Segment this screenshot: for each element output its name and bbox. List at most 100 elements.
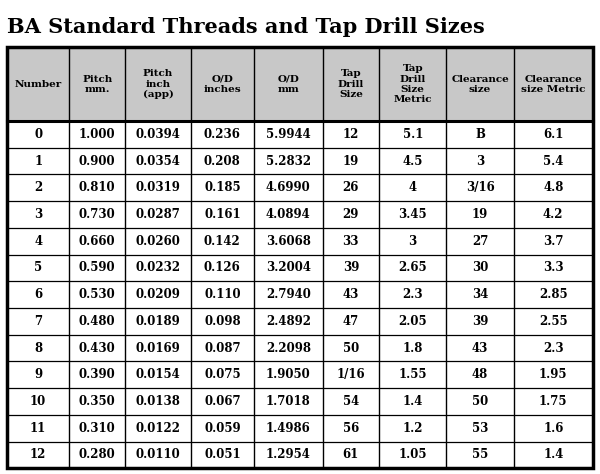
Text: 61: 61 — [343, 448, 359, 462]
Text: 2.05: 2.05 — [398, 315, 427, 328]
Text: 0.0122: 0.0122 — [136, 422, 181, 435]
Text: 0.0354: 0.0354 — [136, 155, 181, 168]
Bar — [7, 228, 593, 255]
Bar — [7, 47, 593, 121]
Text: 0.110: 0.110 — [204, 288, 241, 301]
Text: 1.2: 1.2 — [403, 422, 423, 435]
Text: 39: 39 — [343, 262, 359, 274]
Text: 0.059: 0.059 — [204, 422, 241, 435]
Text: 0.0209: 0.0209 — [136, 288, 181, 301]
Text: 3: 3 — [476, 155, 484, 168]
Text: 0.660: 0.660 — [79, 235, 116, 248]
Text: 0.0319: 0.0319 — [136, 182, 181, 194]
Text: 0.310: 0.310 — [79, 422, 116, 435]
Text: 12: 12 — [343, 128, 359, 141]
Text: 0.0260: 0.0260 — [136, 235, 181, 248]
Text: 0.430: 0.430 — [79, 342, 116, 355]
Text: 1/16: 1/16 — [337, 368, 365, 381]
Text: 54: 54 — [343, 395, 359, 408]
Text: 4.6990: 4.6990 — [266, 182, 311, 194]
Text: 5.2832: 5.2832 — [266, 155, 311, 168]
Text: 0.236: 0.236 — [204, 128, 241, 141]
Text: 3: 3 — [409, 235, 417, 248]
Text: B: B — [475, 128, 485, 141]
Bar — [7, 442, 593, 468]
Text: 29: 29 — [343, 208, 359, 221]
Text: 0.051: 0.051 — [204, 448, 241, 462]
Text: 0.280: 0.280 — [79, 448, 116, 462]
Text: 3.7: 3.7 — [543, 235, 563, 248]
Text: 48: 48 — [472, 368, 488, 381]
Text: 1.8: 1.8 — [403, 342, 423, 355]
Text: 0.098: 0.098 — [204, 315, 241, 328]
Text: 30: 30 — [472, 262, 488, 274]
Text: 0.0394: 0.0394 — [136, 128, 181, 141]
Text: 5: 5 — [34, 262, 42, 274]
Text: 4: 4 — [409, 182, 417, 194]
Text: 4.8: 4.8 — [543, 182, 563, 194]
Text: 19: 19 — [472, 208, 488, 221]
Text: Tap
Drill
Size
Metric: Tap Drill Size Metric — [394, 64, 432, 104]
Text: 5.9944: 5.9944 — [266, 128, 311, 141]
Text: 8: 8 — [34, 342, 42, 355]
Text: 4.2: 4.2 — [543, 208, 563, 221]
Text: 2.55: 2.55 — [539, 315, 568, 328]
Text: 50: 50 — [343, 342, 359, 355]
Text: Number: Number — [14, 80, 62, 89]
Text: 1.6: 1.6 — [543, 422, 563, 435]
Text: 19: 19 — [343, 155, 359, 168]
Bar — [7, 201, 593, 228]
Text: 2.3: 2.3 — [403, 288, 423, 301]
Bar — [7, 174, 593, 201]
Text: 1.05: 1.05 — [398, 448, 427, 462]
Text: 1.7018: 1.7018 — [266, 395, 311, 408]
Text: 0.126: 0.126 — [204, 262, 241, 274]
Text: 0.730: 0.730 — [79, 208, 116, 221]
Text: Pitch
mm.: Pitch mm. — [82, 74, 112, 94]
Text: 0.142: 0.142 — [204, 235, 241, 248]
Text: BA Standard Threads and Tap Drill Sizes: BA Standard Threads and Tap Drill Sizes — [7, 17, 485, 36]
Text: 2.4892: 2.4892 — [266, 315, 311, 328]
Text: 11: 11 — [30, 422, 46, 435]
Text: Clearance
size: Clearance size — [451, 74, 509, 94]
Text: 0.067: 0.067 — [204, 395, 241, 408]
Text: 34: 34 — [472, 288, 488, 301]
Text: O/D
mm: O/D mm — [277, 74, 299, 94]
Text: 4.5: 4.5 — [403, 155, 423, 168]
Text: 1.2954: 1.2954 — [266, 448, 311, 462]
Text: 0.0232: 0.0232 — [136, 262, 181, 274]
Bar — [7, 148, 593, 174]
Text: 50: 50 — [472, 395, 488, 408]
Text: Pitch
inch
(app): Pitch inch (app) — [143, 69, 173, 99]
Text: 5.1: 5.1 — [403, 128, 423, 141]
Text: 3: 3 — [34, 208, 42, 221]
Text: 3.45: 3.45 — [398, 208, 427, 221]
Text: 5.4: 5.4 — [543, 155, 563, 168]
Text: 0.530: 0.530 — [79, 288, 116, 301]
Text: 2.65: 2.65 — [398, 262, 427, 274]
Text: 0.810: 0.810 — [79, 182, 116, 194]
Text: 0.0138: 0.0138 — [136, 395, 181, 408]
Text: 3.6068: 3.6068 — [266, 235, 311, 248]
Text: 2.2098: 2.2098 — [266, 342, 311, 355]
Text: 1.000: 1.000 — [79, 128, 116, 141]
Text: 2.3: 2.3 — [543, 342, 563, 355]
Text: 0.350: 0.350 — [79, 395, 116, 408]
Text: 3.3: 3.3 — [543, 262, 563, 274]
Text: 12: 12 — [30, 448, 46, 462]
Text: 3.2004: 3.2004 — [266, 262, 311, 274]
Text: 4.0894: 4.0894 — [266, 208, 311, 221]
Bar — [7, 255, 593, 282]
Text: 1.75: 1.75 — [539, 395, 568, 408]
Text: 2.85: 2.85 — [539, 288, 568, 301]
Bar — [7, 335, 593, 362]
Text: 1.4: 1.4 — [543, 448, 563, 462]
Text: 53: 53 — [472, 422, 488, 435]
Text: 7: 7 — [34, 315, 42, 328]
Text: O/D
inches: O/D inches — [203, 74, 241, 94]
Text: 0.0189: 0.0189 — [136, 315, 181, 328]
Text: 2: 2 — [34, 182, 42, 194]
Bar — [7, 362, 593, 388]
Text: 1.4986: 1.4986 — [266, 422, 311, 435]
Text: 1.4: 1.4 — [403, 395, 423, 408]
